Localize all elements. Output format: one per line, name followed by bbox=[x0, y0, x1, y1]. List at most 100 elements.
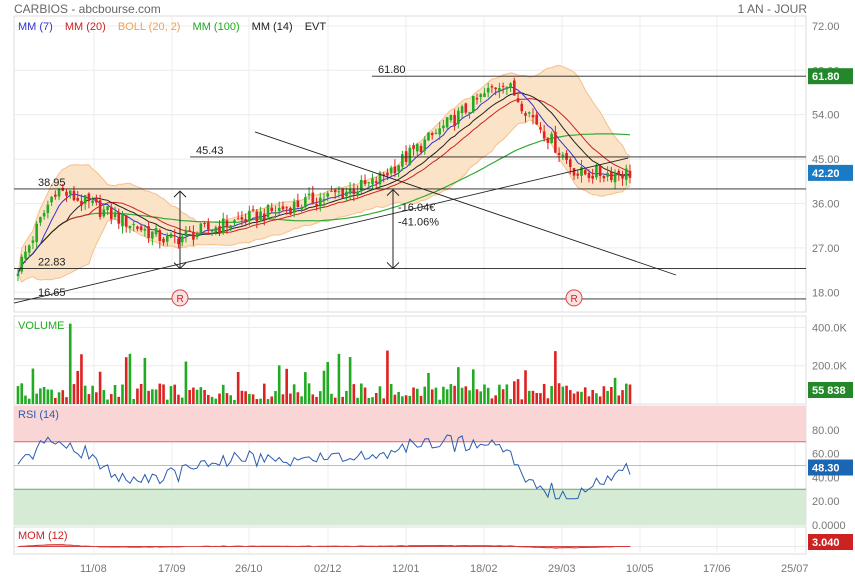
x-axis-tick: 10/05 bbox=[626, 563, 654, 575]
volume-bar bbox=[199, 387, 203, 404]
volume-bar bbox=[50, 389, 53, 404]
candle-body bbox=[516, 98, 520, 103]
volume-bar bbox=[285, 368, 288, 404]
candle-body bbox=[121, 213, 124, 227]
candle-body bbox=[363, 180, 367, 184]
candle-body bbox=[360, 179, 363, 192]
volume-bar bbox=[180, 397, 184, 404]
candle-body bbox=[613, 172, 617, 183]
candle-body bbox=[311, 192, 315, 204]
volume-bar bbox=[486, 387, 490, 404]
volume-bar bbox=[565, 385, 568, 404]
volume-bar bbox=[251, 394, 255, 404]
measure-arrow-2-head-bottom bbox=[386, 262, 400, 270]
candle-body bbox=[72, 190, 76, 201]
volume-bar bbox=[449, 384, 453, 404]
candle-body bbox=[139, 226, 143, 231]
volume-bar bbox=[554, 351, 557, 404]
volume-bar bbox=[266, 399, 270, 404]
volume-bar bbox=[158, 383, 162, 404]
candle-body bbox=[572, 168, 576, 176]
period-label[interactable]: 1 AN - JOUR bbox=[737, 2, 807, 16]
volume-bar bbox=[304, 372, 307, 404]
volume-bar bbox=[248, 394, 251, 404]
resistance-trendline bbox=[254, 131, 677, 276]
candle-body bbox=[42, 212, 46, 217]
volume-bar bbox=[367, 397, 371, 404]
measure-arrow-1-head-bottom bbox=[173, 262, 187, 270]
volume-axis-tick: 200.0K bbox=[812, 361, 848, 373]
candle-body bbox=[412, 145, 415, 149]
level-label: 38.95 bbox=[38, 177, 66, 189]
volume-bar bbox=[442, 386, 445, 404]
candle-body bbox=[251, 209, 255, 211]
volume-bar bbox=[610, 387, 613, 404]
candle-body bbox=[550, 133, 553, 143]
legend-mm100[interactable]: MM (100) bbox=[192, 21, 240, 33]
volume-bar bbox=[296, 392, 300, 404]
candle-body bbox=[513, 80, 516, 96]
candle-body bbox=[195, 233, 199, 238]
candle-body bbox=[169, 233, 173, 238]
candle-body bbox=[333, 190, 337, 193]
candle-body bbox=[621, 175, 624, 179]
volume-bar bbox=[35, 393, 38, 404]
candle-body bbox=[445, 117, 449, 128]
candle-body bbox=[154, 228, 158, 235]
volume-bar bbox=[95, 392, 98, 404]
measure-percent: -41.06% bbox=[398, 217, 439, 229]
event-marker bbox=[565, 289, 583, 307]
volume-bar bbox=[203, 389, 206, 404]
legend-evt[interactable]: EVT bbox=[304, 21, 327, 33]
mom-title: MOM (12) bbox=[18, 530, 68, 542]
volume-bar bbox=[188, 389, 191, 404]
volume-bar bbox=[401, 396, 404, 404]
price-axis-tick: 54.00 bbox=[812, 110, 840, 122]
candle-body bbox=[408, 147, 412, 165]
volume-bar bbox=[557, 383, 561, 404]
volume-bar bbox=[42, 387, 46, 404]
volume-bar bbox=[315, 396, 318, 404]
pane-frame-vol bbox=[13, 315, 807, 405]
volume-bar bbox=[136, 388, 139, 404]
rsi-title: RSI (14) bbox=[18, 409, 59, 421]
volume-bar bbox=[221, 384, 225, 404]
candle-body bbox=[382, 174, 386, 176]
candle-body bbox=[296, 200, 300, 207]
candle-body bbox=[531, 115, 535, 118]
volume-bar bbox=[382, 398, 386, 404]
candle-body bbox=[68, 190, 72, 195]
mom-area bbox=[17, 544, 631, 549]
candle-body bbox=[419, 146, 423, 153]
candle-body bbox=[173, 235, 177, 237]
volume-bar bbox=[546, 398, 550, 404]
volume-bar bbox=[330, 393, 333, 404]
candle-body bbox=[434, 132, 438, 134]
volume-bar bbox=[457, 367, 460, 404]
legend-mm20[interactable]: MM (20) bbox=[64, 21, 106, 33]
volume-bar bbox=[240, 390, 244, 404]
candle-body bbox=[162, 238, 165, 243]
volume-bar bbox=[207, 394, 210, 404]
candle-body bbox=[386, 172, 389, 176]
volume-bar bbox=[80, 354, 83, 404]
candle-body bbox=[326, 193, 330, 197]
candle-body bbox=[80, 200, 83, 206]
candle-body bbox=[259, 211, 262, 220]
candle-body bbox=[460, 106, 464, 114]
legend-mm7[interactable]: MM (7) bbox=[18, 21, 53, 33]
volume-bar bbox=[617, 395, 621, 404]
candle-body bbox=[356, 191, 359, 196]
level-label: 22.83 bbox=[38, 256, 66, 268]
candle-body bbox=[471, 95, 475, 113]
x-axis-tick: 25/07 bbox=[781, 563, 809, 575]
volume-bar bbox=[419, 395, 423, 404]
volume-bar bbox=[109, 394, 113, 404]
legend-boll[interactable]: BOLL (20, 2) bbox=[117, 21, 181, 33]
volume-bar bbox=[229, 395, 233, 404]
candle-body bbox=[401, 154, 404, 167]
candle-body bbox=[285, 207, 288, 209]
legend-mm14[interactable]: MM (14) bbox=[251, 21, 293, 33]
volume-bar bbox=[378, 386, 382, 404]
candle-body bbox=[624, 168, 628, 180]
